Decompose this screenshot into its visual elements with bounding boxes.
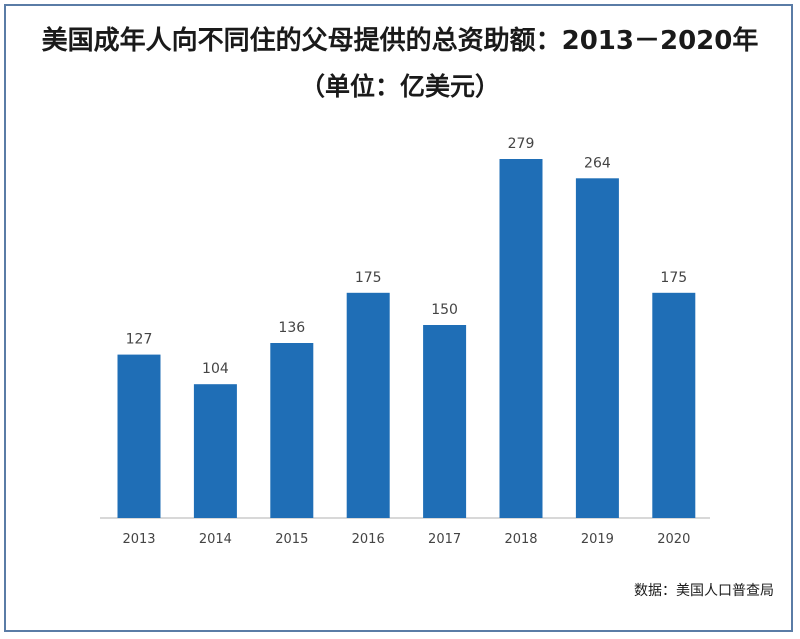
x-tick-label-2017: 2017	[428, 532, 461, 547]
x-tick-labels-group: 2013 2014 2015 2016 2017 2018 2019 2020	[122, 532, 690, 547]
bar-2015	[270, 343, 314, 518]
x-tick-label-2016: 2016	[352, 532, 385, 547]
bar-2014	[193, 384, 237, 518]
value-label-2020: 175	[660, 270, 687, 286]
bar-2013	[117, 354, 161, 518]
bar-2020	[652, 292, 696, 518]
x-tick-label-2020: 2020	[657, 532, 690, 547]
value-label-2017: 150	[431, 302, 458, 318]
value-label-2013: 127	[126, 332, 153, 348]
value-labels-group: 127 104 136 175 150 279 264 175	[126, 136, 688, 377]
bar-2017	[423, 325, 467, 518]
x-tick-label-2013: 2013	[122, 532, 155, 547]
x-tick-label-2019: 2019	[581, 532, 614, 547]
data-source: 数据：美国人口普查局	[634, 583, 774, 599]
bar-2016	[346, 292, 390, 518]
chart-title: 美国成年人向不同住的父母提供的总资助额：2013－2020年	[41, 26, 759, 56]
bars-group	[117, 159, 696, 519]
chart-subtitle: （单位：亿美元）	[299, 72, 500, 101]
value-label-2018: 279	[508, 136, 535, 152]
x-tick-label-2014: 2014	[199, 532, 232, 547]
x-tick-label-2018: 2018	[504, 532, 537, 547]
bar-2018	[499, 159, 543, 518]
bar-2019	[575, 178, 619, 519]
value-label-2016: 175	[355, 270, 382, 286]
value-label-2019: 264	[584, 155, 611, 171]
value-label-2014: 104	[202, 361, 229, 377]
x-tick-label-2015: 2015	[275, 532, 308, 547]
value-label-2015: 136	[278, 320, 305, 336]
